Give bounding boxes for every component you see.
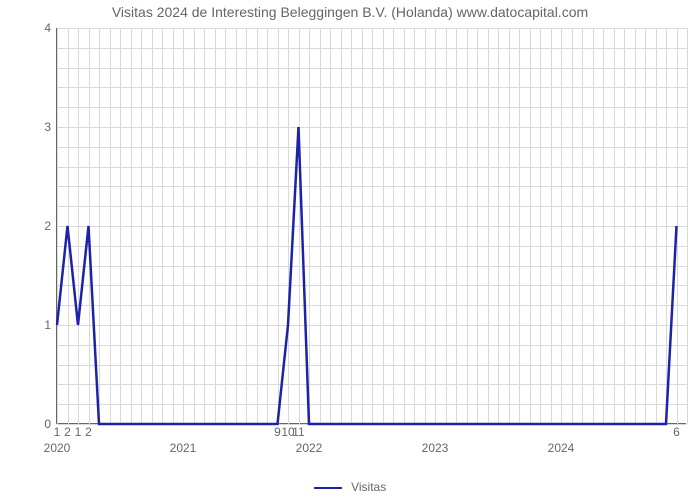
- data-point-label: 9: [274, 425, 281, 439]
- x-axis-tick-label: 2022: [296, 441, 323, 455]
- x-axis-tick-label: 2023: [422, 441, 449, 455]
- data-point-label: 6: [673, 425, 680, 439]
- legend: Visitas: [0, 480, 700, 494]
- y-axis-tick-label: 4: [44, 21, 51, 35]
- data-point-label: 1: [75, 425, 82, 439]
- legend-label: Visitas: [351, 480, 386, 494]
- data-point-label: 2: [85, 425, 92, 439]
- chart-container: Visitas 2024 de Interesting Beleggingen …: [0, 0, 700, 500]
- y-axis-tick-label: 1: [44, 318, 51, 332]
- chart-title: Visitas 2024 de Interesting Beleggingen …: [0, 4, 700, 20]
- plot-area: 0123420202021202220232024121 2910116: [56, 28, 686, 424]
- series-line: [57, 28, 687, 424]
- legend-swatch: [314, 487, 342, 489]
- y-axis-tick-label: 0: [44, 417, 51, 431]
- data-point-label: 1: [54, 425, 61, 439]
- y-axis-tick-label: 3: [44, 120, 51, 134]
- gridline-vertical: [687, 28, 688, 424]
- x-axis-tick-label: 2024: [548, 441, 575, 455]
- x-axis-tick-label: 2020: [44, 441, 71, 455]
- y-axis-tick-label: 2: [44, 219, 51, 233]
- x-axis-tick-label: 2021: [170, 441, 197, 455]
- data-point-label: 2: [64, 425, 71, 439]
- data-point-label: 11: [292, 425, 304, 439]
